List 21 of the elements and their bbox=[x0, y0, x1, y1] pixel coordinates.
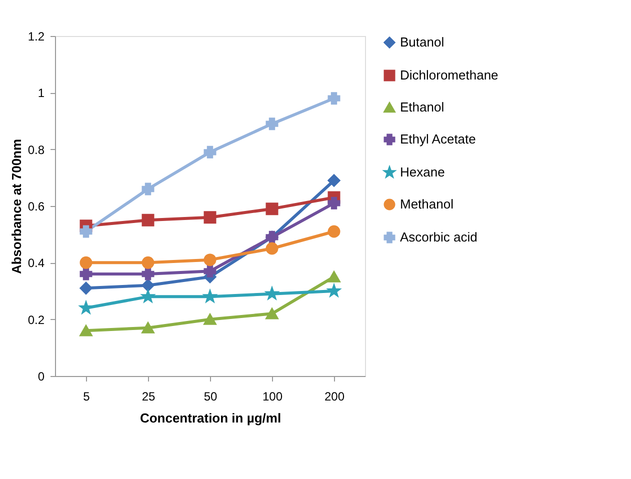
legend-label: Dichloromethane bbox=[400, 68, 498, 82]
y-tick-label: 0.2 bbox=[28, 312, 45, 327]
legend-label: Hexane bbox=[400, 164, 445, 180]
legend-label: Methanol bbox=[400, 196, 454, 212]
legend-label: Ethyl Acetate bbox=[400, 132, 476, 146]
y-axis-title: Absorbance at 700nm bbox=[8, 138, 24, 274]
legend-label: Ascorbic acid bbox=[400, 230, 478, 244]
x-tick-label: 5 bbox=[83, 390, 90, 404]
y-tick-label: 0 bbox=[38, 370, 45, 384]
legend-label: Butanol bbox=[400, 34, 444, 50]
x-axis-title: Concentration in µg/ml bbox=[140, 410, 282, 426]
legend-label: Ethanol bbox=[400, 100, 444, 114]
x-tick-label: 200 bbox=[324, 390, 345, 404]
y-tick-label: 1 bbox=[38, 86, 45, 100]
x-tick-label: 25 bbox=[142, 390, 156, 404]
x-tick-label: 100 bbox=[262, 390, 283, 404]
y-tick-label: 0.8 bbox=[28, 142, 45, 157]
x-tick-label: 50 bbox=[204, 390, 218, 404]
y-tick-label: 0.4 bbox=[28, 256, 45, 270]
y-tick-label: 0.6 bbox=[28, 200, 45, 214]
y-tick-label: 1.2 bbox=[28, 30, 45, 44]
